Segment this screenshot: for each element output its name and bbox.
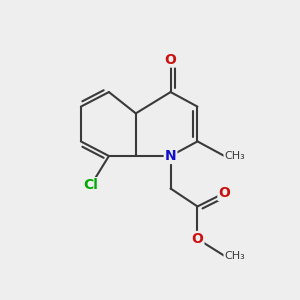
Text: O: O (191, 232, 203, 246)
Text: O: O (218, 186, 230, 200)
Text: CH₃: CH₃ (224, 151, 245, 161)
Text: CH₃: CH₃ (224, 251, 245, 261)
Text: N: N (165, 149, 176, 163)
Text: O: O (165, 52, 176, 67)
Text: Cl: Cl (83, 178, 98, 192)
